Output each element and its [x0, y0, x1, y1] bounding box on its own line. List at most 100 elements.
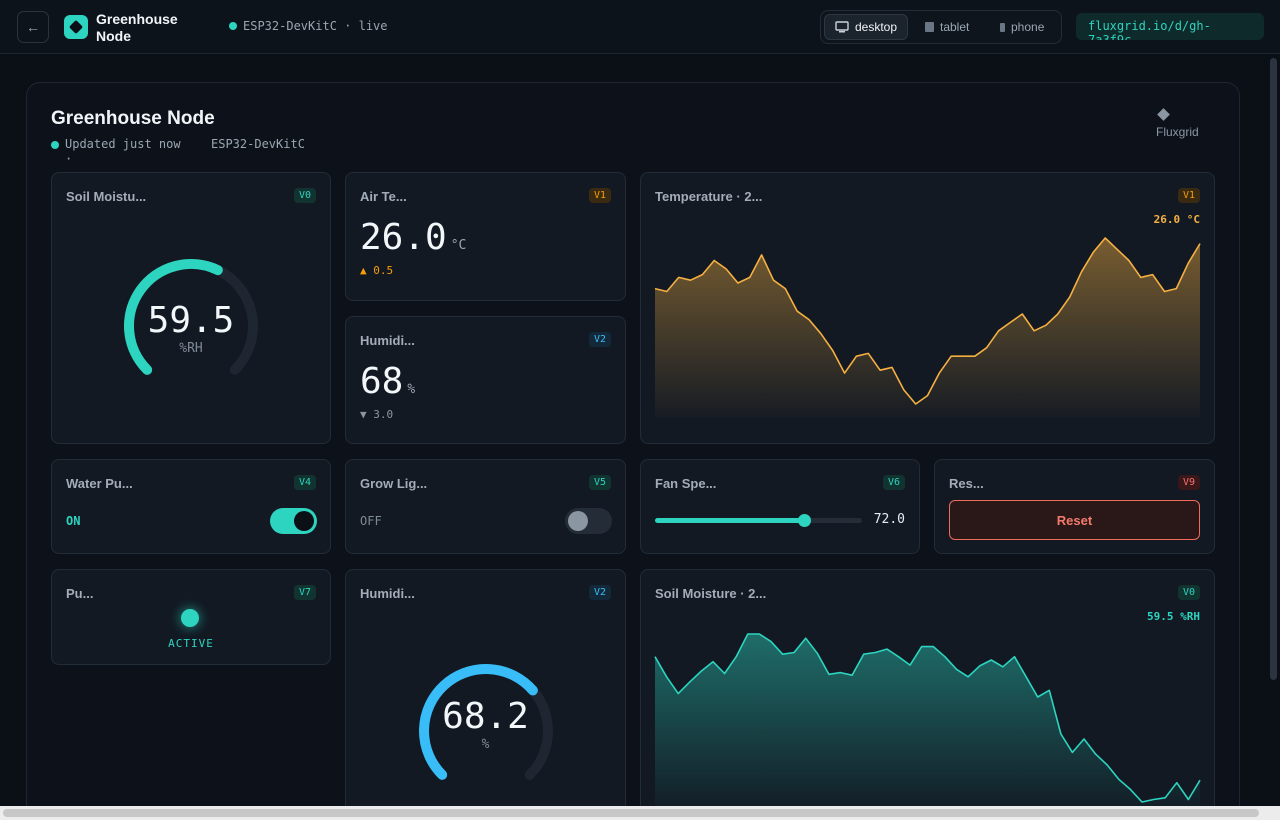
value-number: 26.0 — [360, 217, 447, 258]
gauge-value: 59.5 — [147, 300, 235, 341]
soil-moisture-chart — [654, 633, 1201, 810]
pin-badge: V2 — [588, 332, 611, 347]
reset-button-card: Res... V9 Reset — [934, 459, 1215, 554]
reset-button[interactable]: Reset — [949, 500, 1200, 540]
app-logo-icon — [64, 15, 88, 39]
gauge-unit: %RH — [179, 341, 203, 356]
gauge-unit: % — [481, 737, 490, 752]
humidity-gauge-svg — [419, 664, 553, 780]
view-phone-label: phone — [1011, 20, 1045, 34]
live-status-dot — [229, 22, 237, 30]
gauge-readout: 68.2 % — [346, 696, 625, 752]
top-bar: ← Greenhouse Node ESP32-DevKitC · live d… — [0, 0, 1280, 54]
pin-badge: V0 — [1177, 585, 1200, 600]
vertical-scrollbar[interactable] — [1267, 54, 1280, 806]
fluxgrid-logo-icon — [1157, 108, 1170, 121]
value-unit: % — [407, 382, 416, 397]
humidity-value: 68% — [360, 361, 415, 402]
gauge-fill-arc — [419, 664, 538, 780]
value-unit: °C — [450, 238, 467, 253]
air-temp-value: 26.0 °C — [360, 217, 466, 258]
view-desktop-label: desktop — [855, 20, 898, 34]
share-url-link[interactable]: fluxgrid.io/d/gh-7a3f9c — [1076, 13, 1264, 40]
online-dot — [51, 141, 59, 149]
card-title: Soil Moistu... — [66, 189, 147, 204]
card-title: Pu... — [66, 586, 94, 601]
scroll-thumb[interactable] — [3, 809, 1259, 817]
brand: Fluxgrid — [1156, 108, 1199, 139]
card-title: Air Te... — [360, 189, 407, 204]
delta-up: ▲ 0.5 — [360, 264, 394, 277]
board-name: ESP32-DevKitC — [211, 137, 305, 151]
card-title: Temperature · 2... — [655, 189, 763, 204]
view-desktop-button[interactable]: desktop — [824, 14, 909, 40]
series-area — [655, 634, 1200, 810]
pin-badge: V1 — [1177, 188, 1200, 203]
pin-badge: V7 — [293, 585, 316, 600]
grow-light-switch-card: Grow Lig... V5 OFF — [345, 459, 626, 554]
card-title: Humidi... — [360, 586, 415, 601]
updated-text: Updated just now · — [65, 137, 181, 166]
pin-badge: V2 — [588, 585, 611, 600]
device-status-text: ESP32-DevKitC · live — [243, 19, 388, 33]
card-title: Water Pu... — [66, 476, 133, 491]
air-temperature-card: Air Te... V1 26.0 °C ▲ 0.5 — [345, 172, 626, 301]
led-state-label: ACTIVE — [168, 637, 214, 650]
temperature-chart-card: Temperature · 2... V1 26.0 °C — [640, 172, 1215, 444]
status-led — [181, 609, 199, 627]
slider-value: 72.0 — [873, 512, 905, 527]
device-status: ESP32-DevKitC · live — [229, 19, 388, 33]
card-title: Res... — [949, 476, 984, 491]
gauge-readout: 59.5 %RH — [52, 300, 330, 356]
card-title: Grow Lig... — [360, 476, 428, 491]
horizontal-scrollbar[interactable] — [0, 806, 1280, 820]
dashboard-subtitle: Updated just now · ESP32-DevKitC — [51, 137, 305, 167]
toggle-knob — [568, 511, 588, 531]
soil-gauge-svg — [124, 259, 258, 375]
fan-speed-slider-card: Fan Spe... V6 72.0 — [640, 459, 920, 554]
card-title: Humidi... — [360, 333, 415, 348]
updated-status: Updated just now · — [51, 137, 191, 167]
pin-badge: V6 — [882, 475, 905, 490]
switch-state-label: OFF — [360, 514, 382, 528]
pin-badge: V4 — [293, 475, 316, 490]
fan-speed-slider[interactable] — [655, 514, 862, 527]
humidity-value-card: Humidi... V2 68% ▼ 3.0 — [345, 316, 626, 444]
card-title: Fan Spe... — [655, 476, 717, 491]
card-title: Soil Moisture · 2... — [655, 586, 767, 601]
view-tablet-label: tablet — [940, 20, 970, 34]
pin-badge: V0 — [293, 188, 316, 203]
gauge-value: 68.2 — [442, 696, 529, 737]
slider-fill — [655, 518, 805, 523]
chart-latest-value: 59.5 %RH — [1147, 610, 1200, 623]
app-title: Greenhouse Node — [96, 11, 178, 44]
back-button[interactable]: ← — [17, 11, 49, 43]
arrow-left-icon: ← — [26, 19, 40, 35]
brand-label: Fluxgrid — [1156, 125, 1199, 139]
phone-icon — [1000, 22, 1005, 32]
pump-led-card: Pu... V7 ACTIVE — [51, 569, 331, 665]
view-tablet-button[interactable]: tablet — [915, 14, 979, 40]
chart-latest-value: 26.0 °C — [1153, 213, 1200, 226]
humidity-gauge-card: Humidi... V2 68.2 % — [345, 569, 626, 820]
delta-down: ▼ 3.0 — [360, 408, 394, 421]
dashboard-title: Greenhouse Node — [51, 108, 215, 129]
series-line — [654, 633, 1201, 803]
pin-badge: V1 — [588, 188, 611, 203]
soil-moisture-chart-card: Soil Moisture · 2... V0 59.5 %RH — [640, 569, 1215, 820]
grow-light-toggle[interactable] — [565, 508, 612, 534]
view-phone-button[interactable]: phone — [990, 14, 1054, 40]
pin-badge: V5 — [588, 475, 611, 490]
temperature-chart — [654, 237, 1201, 418]
monitor-icon — [835, 21, 849, 33]
value-number: 68 — [360, 361, 404, 402]
view-switcher: desktop tablet phone — [820, 10, 1062, 44]
water-pump-toggle[interactable] — [270, 508, 317, 534]
tablet-icon — [925, 22, 934, 32]
gauge-fill-arc — [124, 259, 223, 375]
scroll-thumb[interactable] — [1270, 58, 1277, 680]
pin-badge: V9 — [1177, 475, 1200, 490]
slider-handle[interactable] — [798, 514, 812, 527]
water-pump-switch-card: Water Pu... V4 ON — [51, 459, 331, 554]
switch-state-label: ON — [66, 514, 81, 528]
